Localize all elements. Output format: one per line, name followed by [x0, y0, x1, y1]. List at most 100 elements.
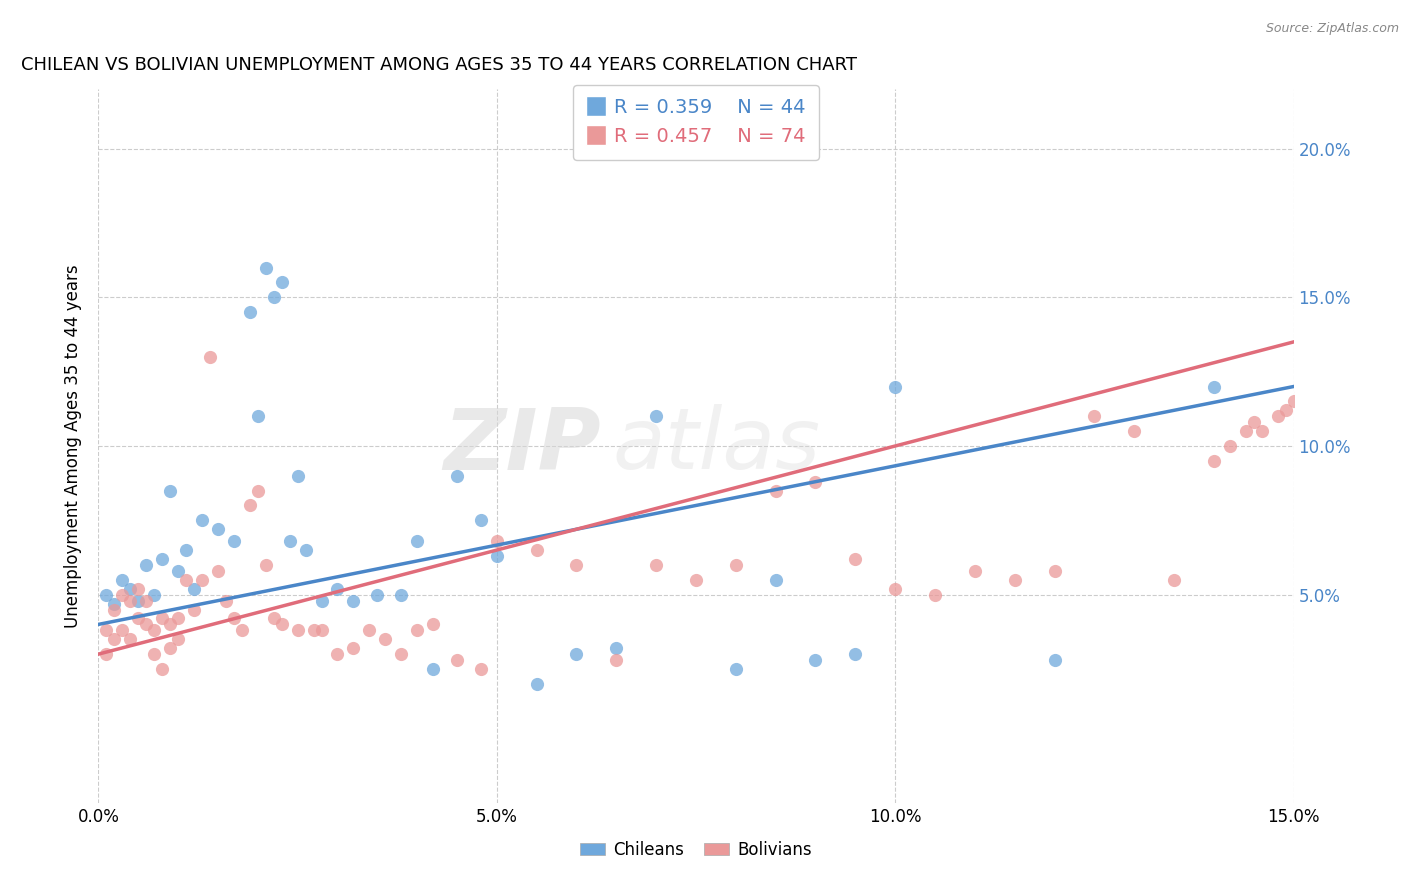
Point	[1243, 415, 1265, 429]
Point	[1282, 394, 1305, 409]
Point	[485, 534, 508, 549]
Point	[645, 409, 668, 424]
Point	[1083, 409, 1105, 424]
Point	[311, 593, 333, 607]
Point	[724, 558, 747, 572]
Point	[103, 597, 125, 611]
Point	[1043, 564, 1066, 578]
Point	[159, 617, 181, 632]
Point	[127, 593, 149, 607]
Text: atlas: atlas	[613, 404, 820, 488]
Text: CHILEAN VS BOLIVIAN UNEMPLOYMENT AMONG AGES 35 TO 44 YEARS CORRELATION CHART: CHILEAN VS BOLIVIAN UNEMPLOYMENT AMONG A…	[21, 56, 856, 74]
Point	[222, 534, 245, 549]
Point	[111, 624, 134, 638]
Point	[765, 573, 787, 587]
Point	[167, 564, 190, 578]
Point	[470, 513, 492, 527]
Point	[254, 558, 277, 572]
Point	[804, 653, 827, 667]
Point	[167, 632, 190, 647]
Text: Source: ZipAtlas.com: Source: ZipAtlas.com	[1265, 22, 1399, 36]
Point	[207, 522, 229, 536]
Point	[167, 611, 190, 625]
Point	[526, 543, 548, 558]
Point	[231, 624, 253, 638]
Point	[924, 588, 946, 602]
Point	[406, 624, 429, 638]
Point	[1267, 409, 1289, 424]
Point	[389, 647, 412, 661]
Point	[120, 593, 142, 607]
Point	[1306, 374, 1329, 388]
Point	[645, 558, 668, 572]
Point	[1234, 424, 1257, 438]
Point	[198, 350, 221, 364]
Point	[103, 632, 125, 647]
Point	[150, 552, 173, 566]
Point	[1250, 424, 1272, 438]
Point	[844, 647, 866, 661]
Point	[485, 549, 508, 563]
Point	[222, 611, 245, 625]
Point	[246, 409, 269, 424]
Point	[884, 582, 907, 596]
Point	[120, 632, 142, 647]
Point	[765, 483, 787, 498]
Point	[111, 588, 134, 602]
Point	[374, 632, 396, 647]
Point	[183, 602, 205, 616]
Point	[605, 641, 627, 656]
Point	[1298, 379, 1320, 393]
Point	[127, 582, 149, 596]
Point	[470, 662, 492, 676]
Point	[287, 624, 309, 638]
Point	[270, 276, 292, 290]
Point	[884, 379, 907, 393]
Point	[239, 305, 262, 319]
Point	[96, 624, 118, 638]
Point	[406, 534, 429, 549]
Point	[191, 513, 214, 527]
Point	[174, 543, 197, 558]
Point	[159, 641, 181, 656]
Point	[278, 534, 301, 549]
Point	[215, 593, 238, 607]
Point	[246, 483, 269, 498]
Point	[183, 582, 205, 596]
Text: ZIP: ZIP	[443, 404, 600, 488]
Point	[191, 573, 214, 587]
Point	[311, 624, 333, 638]
Point	[366, 588, 388, 602]
Point	[239, 499, 262, 513]
Point	[127, 611, 149, 625]
Point	[342, 641, 364, 656]
Point	[135, 617, 157, 632]
Point	[254, 260, 277, 275]
Point	[446, 653, 468, 667]
Point	[565, 647, 588, 661]
Point	[135, 558, 157, 572]
Point	[111, 573, 134, 587]
Point	[685, 573, 707, 587]
Point	[342, 593, 364, 607]
Point	[263, 290, 285, 304]
Point	[263, 611, 285, 625]
Point	[143, 647, 166, 661]
Point	[804, 475, 827, 489]
Point	[143, 588, 166, 602]
Point	[724, 662, 747, 676]
Point	[1123, 424, 1146, 438]
Point	[963, 564, 986, 578]
Point	[526, 677, 548, 691]
Point	[96, 588, 118, 602]
Point	[287, 468, 309, 483]
Point	[1202, 379, 1225, 393]
Point	[1219, 439, 1241, 453]
Point	[1202, 454, 1225, 468]
Point	[270, 617, 292, 632]
Point	[389, 588, 412, 602]
Y-axis label: Unemployment Among Ages 35 to 44 years: Unemployment Among Ages 35 to 44 years	[65, 264, 83, 628]
Legend: Chileans, Bolivians: Chileans, Bolivians	[574, 835, 818, 866]
Point	[159, 483, 181, 498]
Point	[446, 468, 468, 483]
